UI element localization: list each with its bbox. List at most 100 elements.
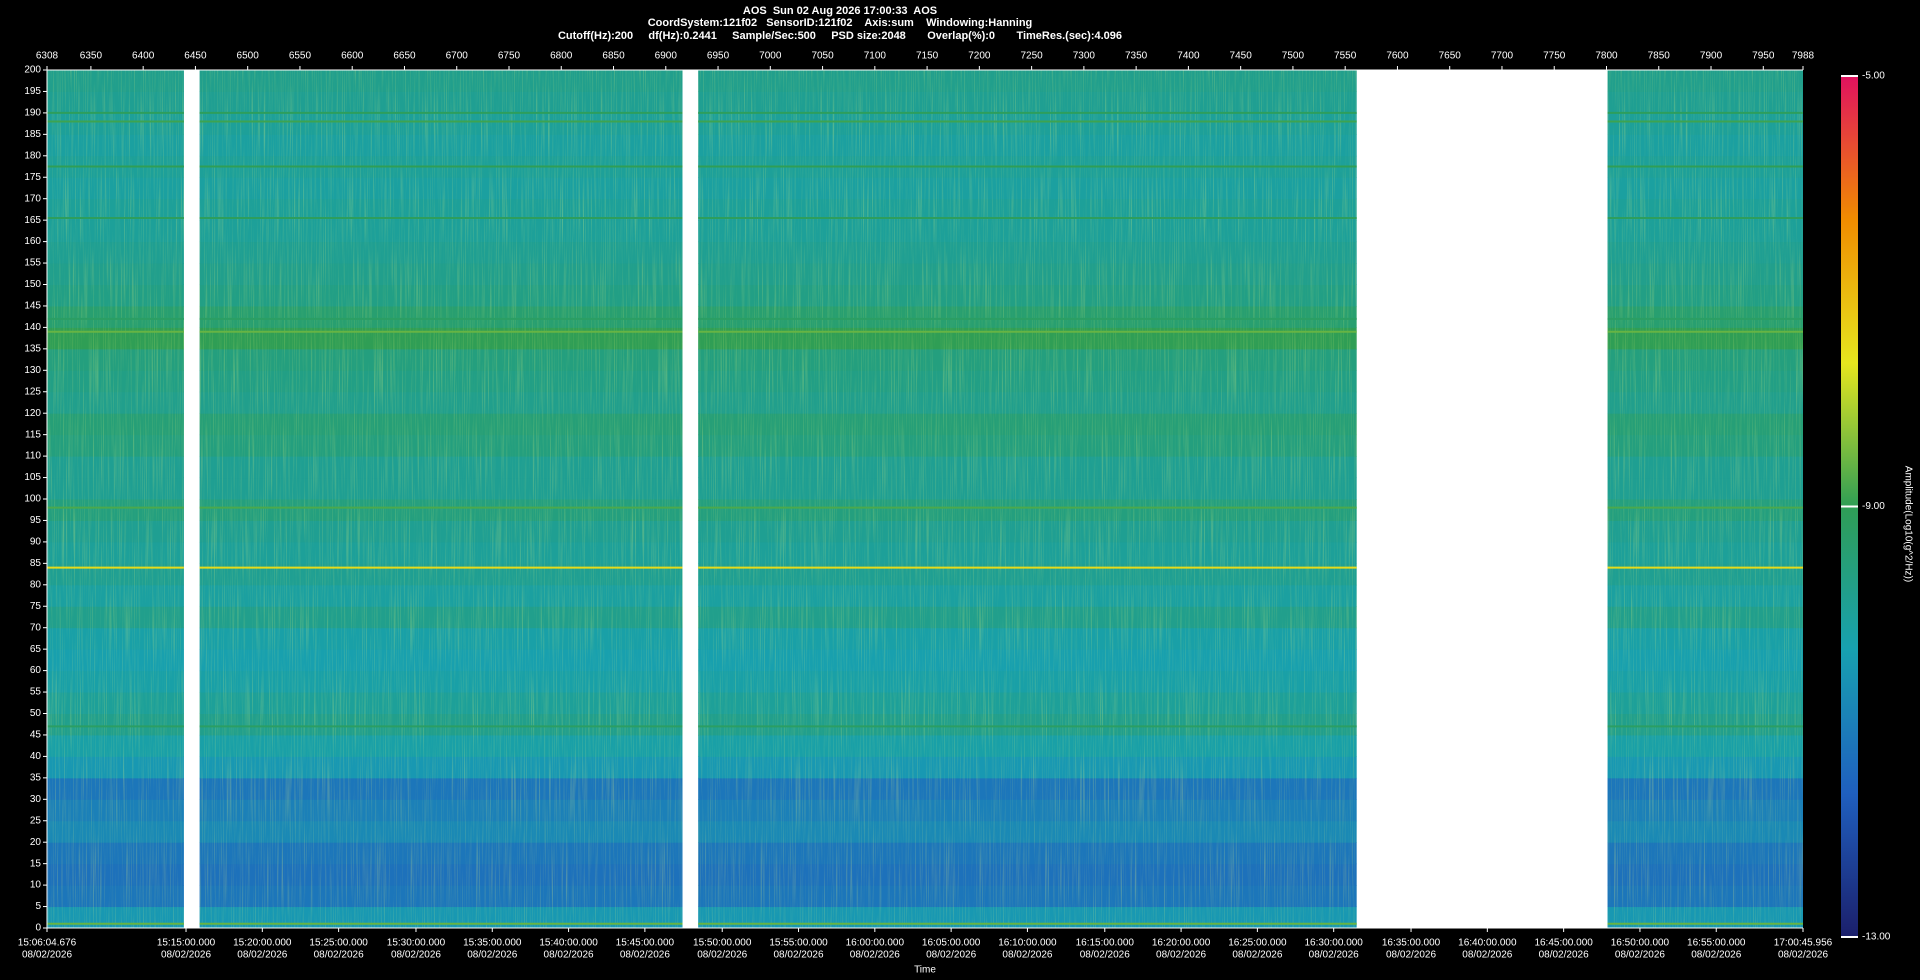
y-tick-label: 140 — [24, 322, 41, 333]
time-tick-label: 16:45:00.000 — [1534, 938, 1593, 949]
y-tick-label: 185 — [24, 129, 41, 140]
time-tick-date: 08/02/2026 — [697, 950, 747, 961]
time-tick-label: 17:00:45.956 — [1774, 938, 1833, 949]
colorbar-label: Amplitude(Log10(g^2/Hz)) — [1902, 466, 1913, 582]
x-tick-label: 7700 — [1491, 51, 1514, 62]
y-tick-label: 70 — [30, 622, 42, 633]
time-tick-date: 08/02/2026 — [620, 950, 670, 961]
x-tick-label: 6450 — [184, 51, 207, 62]
time-tick-date: 08/02/2026 — [1691, 950, 1741, 961]
y-tick-label: 30 — [30, 794, 42, 805]
x-tick-label: 6950 — [707, 51, 730, 62]
y-tick-label: 90 — [30, 537, 42, 548]
y-tick-label: 110 — [25, 451, 41, 462]
x-tick-label: 6750 — [498, 51, 521, 62]
y-tick-label: 5 — [35, 901, 41, 912]
time-tick-label: 15:50:00.000 — [693, 938, 752, 949]
y-tick-label: 75 — [30, 601, 42, 612]
x-tick-label: 7350 — [1125, 51, 1148, 62]
x-tick-label: 7950 — [1752, 51, 1775, 62]
y-tick-label: 100 — [24, 494, 41, 505]
time-tick-label: 16:35:00.000 — [1382, 938, 1441, 949]
time-tick-label: 15:40:00.000 — [539, 938, 598, 949]
y-tick-label: 145 — [24, 301, 41, 312]
time-tick-label: 15:25:00.000 — [309, 938, 368, 949]
time-tick-date: 08/02/2026 — [1232, 950, 1282, 961]
y-tick-label: 135 — [24, 343, 41, 354]
time-tick-date: 08/02/2026 — [22, 950, 72, 961]
texture — [698, 70, 1357, 928]
colorbar-tick-label: -9.00 — [1862, 501, 1885, 512]
time-tick-label: 15:30:00.000 — [387, 938, 446, 949]
y-tick-label: 155 — [24, 258, 41, 269]
time-tick-label: 16:00:00.000 — [846, 938, 905, 949]
time-tick-date: 08/02/2026 — [926, 950, 976, 961]
time-tick-date: 08/02/2026 — [237, 950, 287, 961]
y-tick-label: 115 — [25, 429, 41, 440]
time-tick-label: 15:06:04.676 — [18, 938, 77, 949]
x-tick-label: 7300 — [1073, 51, 1096, 62]
y-tick-label: 165 — [24, 215, 41, 226]
x-tick-label: 6850 — [602, 51, 625, 62]
y-tick-label: 80 — [30, 579, 42, 590]
time-tick-label: 16:15:00.000 — [1076, 938, 1135, 949]
time-tick-date: 08/02/2026 — [391, 950, 441, 961]
y-tick-label: 125 — [24, 386, 41, 397]
x-axis-label: Time — [914, 965, 936, 976]
x-tick-label: 6650 — [393, 51, 416, 62]
x-tick-label: 6600 — [341, 51, 364, 62]
time-tick-date: 08/02/2026 — [544, 950, 594, 961]
time-tick-date: 08/02/2026 — [1386, 950, 1436, 961]
x-tick-label: 7250 — [1020, 51, 1043, 62]
time-tick-label: 15:15:00.000 — [157, 938, 216, 949]
x-tick-label: 7150 — [916, 51, 939, 62]
chart-title: AOS Sun 02 Aug 2026 17:00:33 AOS — [743, 5, 937, 17]
y-tick-label: 25 — [30, 815, 42, 826]
time-tick-label: 16:50:00.000 — [1611, 938, 1670, 949]
x-tick-label: 7650 — [1439, 51, 1462, 62]
x-tick-label: 6800 — [550, 51, 573, 62]
x-tick-label: 7600 — [1386, 51, 1409, 62]
colorbar-tick-label: -5.00 — [1862, 71, 1885, 82]
time-tick-date: 08/02/2026 — [161, 950, 211, 961]
y-tick-label: 195 — [24, 86, 41, 97]
x-tick-label: 6550 — [289, 51, 312, 62]
y-tick-label: 15 — [30, 858, 42, 869]
y-tick-label: 60 — [30, 665, 42, 676]
y-tick-label: 40 — [30, 751, 42, 762]
time-tick-date: 08/02/2026 — [1309, 950, 1359, 961]
y-tick-label: 200 — [24, 65, 41, 76]
texture — [1607, 70, 1803, 928]
y-tick-label: 170 — [24, 193, 41, 204]
time-tick-label: 16:40:00.000 — [1458, 938, 1517, 949]
y-tick-label: 20 — [30, 837, 42, 848]
y-tick-label: 10 — [30, 880, 42, 891]
y-tick-label: 180 — [24, 150, 41, 161]
time-tick-label: 15:20:00.000 — [233, 938, 292, 949]
time-tick-date: 08/02/2026 — [1462, 950, 1512, 961]
time-tick-date: 08/02/2026 — [1778, 950, 1828, 961]
y-tick-label: 130 — [24, 365, 41, 376]
texture — [47, 70, 184, 928]
time-tick-label: 15:35:00.000 — [463, 938, 522, 949]
y-tick-label: 95 — [30, 515, 42, 526]
y-tick-label: 150 — [24, 279, 41, 290]
x-tick-label: 7200 — [968, 51, 991, 62]
x-tick-label: 6400 — [132, 51, 155, 62]
time-tick-label: 16:55:00.000 — [1687, 938, 1746, 949]
x-tick-label: 7750 — [1543, 51, 1566, 62]
time-tick-date: 08/02/2026 — [850, 950, 900, 961]
colorbar-tick-label: -13.00 — [1862, 932, 1891, 943]
time-tick-label: 16:30:00.000 — [1304, 938, 1363, 949]
time-tick-label: 16:25:00.000 — [1228, 938, 1287, 949]
time-tick-label: 15:45:00.000 — [616, 938, 675, 949]
x-tick-label: 7900 — [1700, 51, 1723, 62]
y-tick-label: 35 — [30, 772, 42, 783]
time-tick-date: 08/02/2026 — [1156, 950, 1206, 961]
x-tick-label: 7450 — [1230, 51, 1253, 62]
x-tick-label: 7000 — [759, 51, 782, 62]
x-tick-label: 6308 — [36, 51, 59, 62]
y-tick-label: 0 — [35, 923, 41, 934]
time-tick-date: 08/02/2026 — [314, 950, 364, 961]
